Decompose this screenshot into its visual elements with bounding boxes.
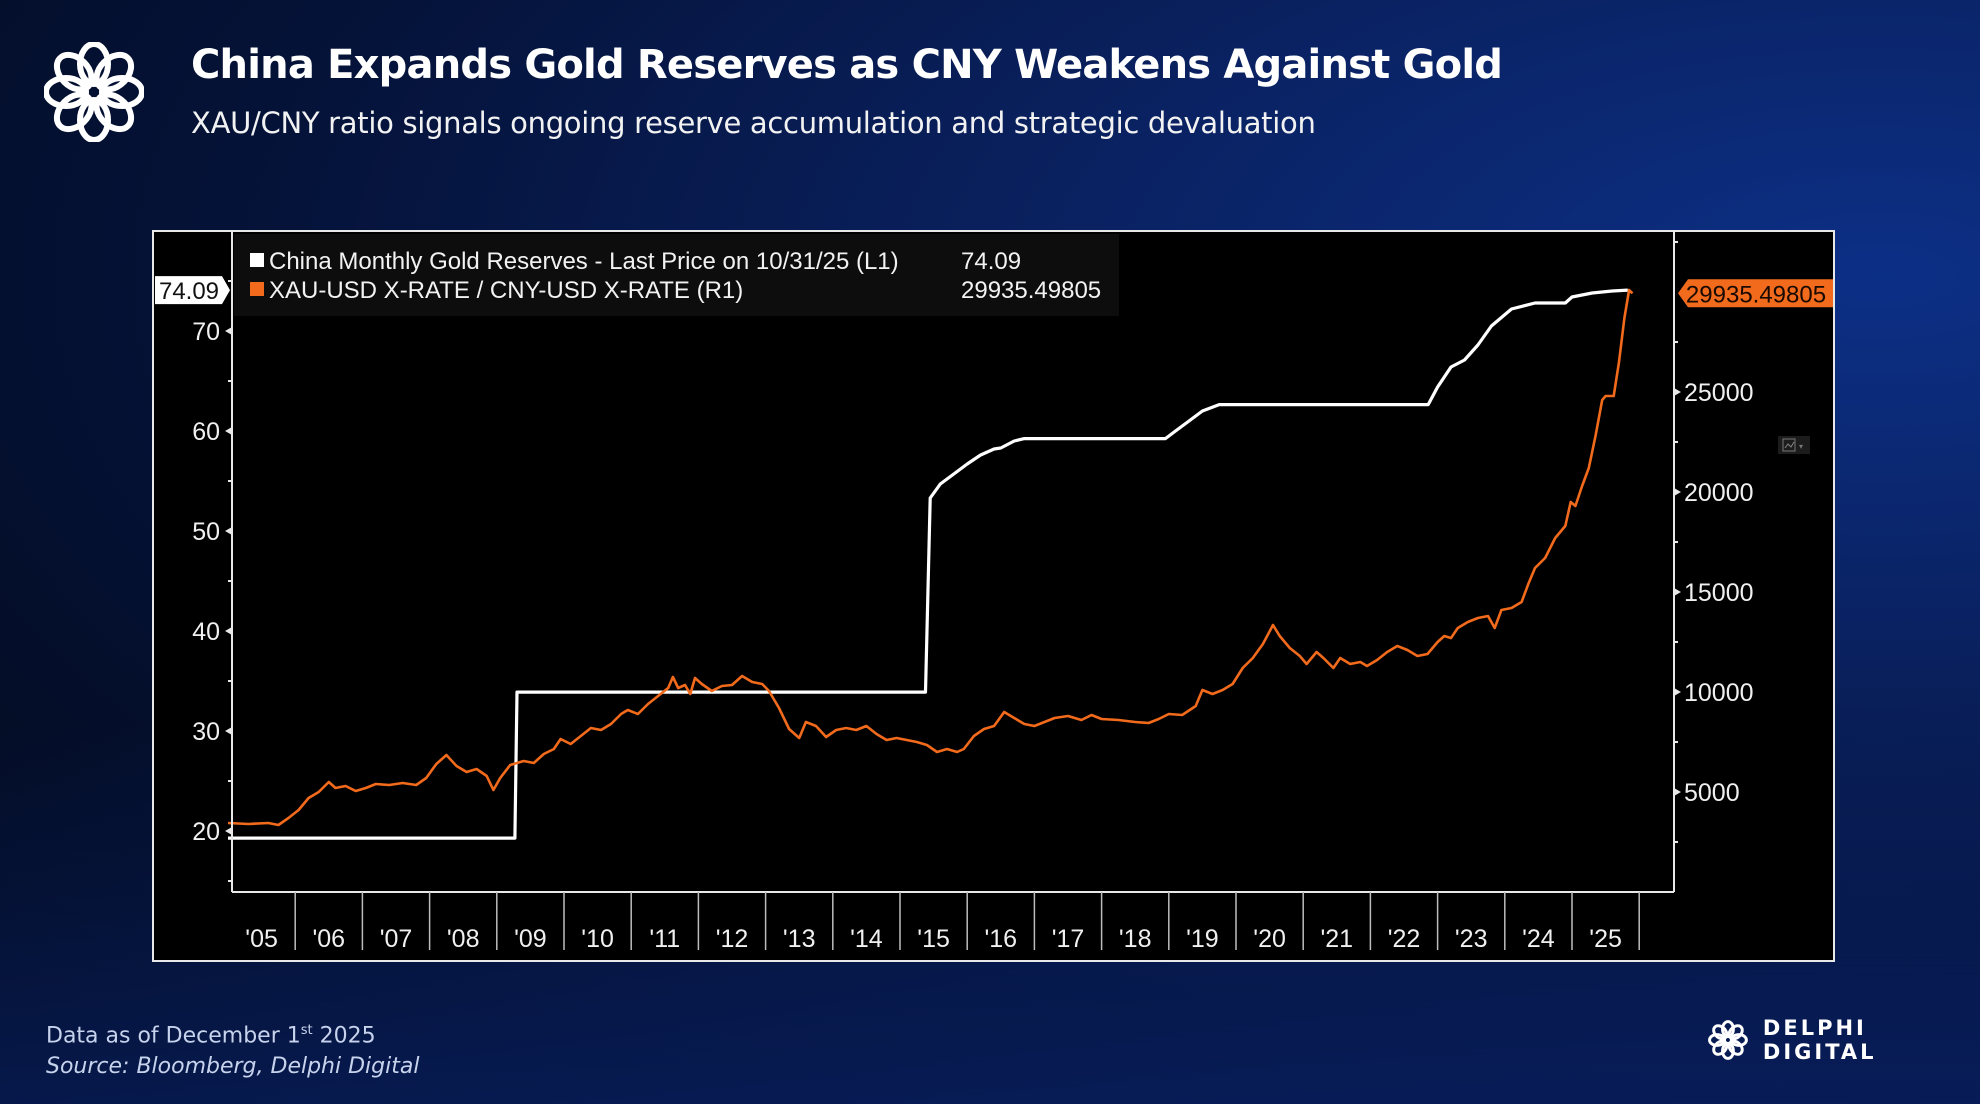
x-tick-label: '18 (1119, 925, 1152, 953)
left-tick-mark (225, 727, 232, 735)
left-tick-label: 40 (192, 618, 220, 646)
legend-swatch-orange (250, 282, 264, 296)
chart-type-toggle-icon[interactable]: ▾ (1778, 436, 1810, 454)
page-title: China Expands Gold Reserves as CNY Weake… (191, 42, 1503, 88)
x-tick-label: '21 (1321, 925, 1354, 953)
left-tick-label: 70 (192, 318, 220, 346)
legend-background (234, 234, 1119, 316)
right-tick-mark (1674, 788, 1681, 796)
x-tick-label: '25 (1589, 925, 1622, 953)
right-tick-label: 20000 (1684, 479, 1754, 507)
x-tick-label: '16 (985, 925, 1018, 953)
x-tick-label: '09 (514, 925, 547, 953)
x-tick-label: '19 (1186, 925, 1219, 953)
x-tick-label: '06 (313, 925, 346, 953)
right-tick-label: 10000 (1684, 679, 1754, 707)
source-note: Source: Bloomberg, Delphi Digital (46, 1054, 420, 1079)
x-tick-label: '07 (380, 925, 413, 953)
x-tick-label: '11 (649, 925, 680, 953)
svg-text:▾: ▾ (1799, 442, 1803, 451)
left-tick-label: 30 (192, 718, 220, 746)
left-tick-mark (225, 827, 232, 835)
x-tick-label: '08 (447, 925, 480, 953)
data-date-year: 2025 (312, 1023, 376, 1049)
left-tick-label: 50 (192, 518, 220, 546)
data-date-suffix-sup: st (300, 1023, 313, 1038)
legend-value-xaucny: 29935.49805 (961, 277, 1101, 304)
right-last-value-text: 29935.49805 (1686, 281, 1826, 308)
left-tick-mark (225, 327, 232, 335)
legend-swatch-white (250, 253, 264, 267)
chart-frame (152, 230, 1835, 962)
right-tick-label: 15000 (1684, 579, 1754, 607)
right-last-value-badge (1678, 279, 1833, 308)
x-tick-label: '14 (850, 925, 883, 953)
page-subtitle: XAU/CNY ratio signals ongoing reserve ac… (191, 106, 1316, 140)
right-tick-label: 25000 (1684, 379, 1754, 407)
series-line-xau-cny (227, 288, 1634, 827)
right-tick-mark (1674, 688, 1681, 696)
left-tick-mark (225, 427, 232, 435)
data-date-prefix: Data as of December 1 (46, 1023, 301, 1049)
x-tick-label: '20 (1253, 925, 1286, 953)
delphi-logo-icon (44, 42, 144, 142)
x-tick-label: '22 (1388, 925, 1421, 953)
legend-label-reserves: China Monthly Gold Reserves - Last Price… (269, 248, 899, 275)
x-tick-label: '23 (1455, 925, 1488, 953)
x-tick-label: '15 (917, 925, 950, 953)
brand-name: DELPHI DIGITAL (1762, 1016, 1877, 1064)
right-tick-label: 5000 (1684, 779, 1740, 807)
left-tick-label: 20 (192, 818, 220, 846)
x-tick-label: '05 (245, 925, 278, 953)
x-tick-label: '17 (1052, 925, 1085, 953)
x-tick-label: '13 (783, 925, 816, 953)
x-tick-label: '12 (716, 925, 749, 953)
left-tick-mark (225, 627, 232, 635)
x-tick-label: '24 (1522, 925, 1555, 953)
left-tick-label: 60 (192, 418, 220, 446)
series-line-gold-reserves (228, 288, 1628, 840)
legend-label-xaucny: XAU-USD X-RATE / CNY-USD X-RATE (R1) (269, 277, 743, 304)
x-tick-label: '10 (581, 925, 614, 953)
right-tick-mark (1674, 388, 1681, 396)
data-date-note: Data as of December 1st 2025 (46, 1023, 376, 1048)
brand-mark: DELPHI DIGITAL (1707, 1016, 1980, 1064)
delphi-brand-icon (1708, 1020, 1748, 1060)
right-tick-mark (1674, 488, 1681, 496)
legend-value-reserves: 74.09 (961, 248, 1021, 275)
right-tick-mark (1674, 588, 1681, 596)
left-tick-mark (225, 527, 232, 535)
left-last-value-text: 74.09 (159, 278, 219, 305)
left-last-value-badge (155, 276, 230, 305)
